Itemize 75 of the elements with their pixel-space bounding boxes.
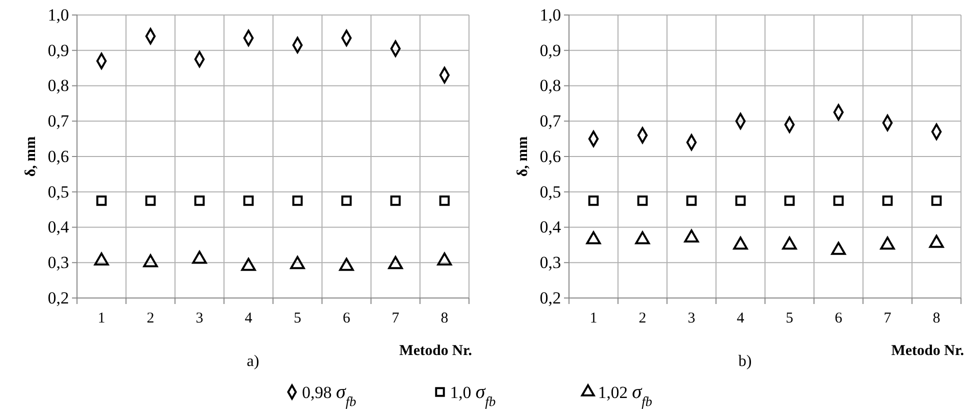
- point: [96, 196, 107, 206]
- point: [733, 236, 748, 250]
- x-tick-label: 2: [146, 310, 154, 327]
- point: [192, 250, 207, 264]
- y-tick-label: 0,6: [48, 146, 69, 166]
- x-tick-label: 8: [440, 310, 448, 327]
- y-tick-label: 0,4: [540, 218, 562, 237]
- x-tick-label: 8: [932, 310, 940, 327]
- point: [735, 196, 746, 206]
- text: b): [738, 353, 752, 370]
- point: [586, 231, 601, 244]
- point: [929, 234, 944, 248]
- legend-label: 0,98 σ$_{fb}$: [302, 382, 356, 408]
- x-tick-label: 5: [786, 310, 794, 327]
- x-tick-label: 4: [736, 310, 745, 327]
- point: [241, 258, 256, 271]
- x-tick-label: 3: [688, 310, 696, 327]
- y-tick-label: 0,5: [540, 182, 561, 202]
- point: [635, 231, 650, 244]
- y-axis-title: δ, mm: [515, 136, 531, 177]
- point: [784, 196, 795, 206]
- x-tick-label: 1: [98, 310, 106, 327]
- point: [686, 196, 697, 206]
- y-tick-label: 0,3: [540, 253, 561, 272]
- point: [437, 252, 452, 266]
- point: [143, 254, 158, 268]
- y-tick-label: 0,9: [540, 40, 561, 60]
- y-axis-title: δ, mm: [23, 136, 39, 177]
- x-tick-label: 6: [342, 310, 351, 327]
- x-axis-title: Metodo Nr.: [399, 343, 472, 359]
- y-tick-label: 0,6: [540, 146, 561, 166]
- x-axis-title: Metodo Nr.: [891, 343, 964, 359]
- y-tick-label: 0,4: [48, 218, 70, 237]
- y-tick-label: 0,2: [540, 288, 561, 308]
- point: [94, 252, 109, 266]
- point: [831, 242, 846, 255]
- point: [339, 258, 354, 271]
- x-tick-label: 6: [834, 310, 843, 327]
- y-tick-label: 1,0: [540, 5, 561, 24]
- x-tick-label: 7: [392, 310, 400, 327]
- y-tick-label: 0,7: [48, 112, 70, 131]
- point: [782, 236, 797, 250]
- x-tick-label: 4: [244, 310, 253, 327]
- point: [439, 196, 450, 206]
- y-tick-label: 0,3: [48, 253, 69, 272]
- legend-label: 1,0 σ$_{fb}$: [450, 382, 496, 408]
- x-tick-label: 2: [638, 310, 646, 327]
- point: [833, 196, 844, 206]
- x-tick-label: 1: [590, 310, 598, 327]
- point: [931, 196, 942, 206]
- point: [588, 196, 599, 206]
- x-tick-label: 3: [196, 310, 204, 327]
- point: [290, 256, 305, 270]
- x-tick-label: 5: [294, 310, 302, 327]
- point: [637, 196, 648, 206]
- y-tick-label: 0,8: [540, 76, 561, 96]
- point: [243, 196, 254, 206]
- legend-label: 1,02 σ$_{fb}$: [598, 382, 652, 408]
- point: [684, 230, 699, 243]
- point: [882, 196, 893, 206]
- point: [194, 196, 205, 206]
- y-tick-label: 1,0: [48, 5, 69, 24]
- point: [341, 196, 352, 206]
- y-tick-label: 0,9: [48, 40, 69, 60]
- y-tick-label: 0,8: [48, 76, 69, 96]
- y-tick-label: 0,5: [48, 182, 69, 202]
- y-tick-label: 0,7: [540, 112, 562, 131]
- y-tick-label: 0,2: [48, 288, 69, 308]
- x-tick-label: 7: [884, 310, 892, 327]
- point: [880, 236, 895, 250]
- point: [388, 256, 403, 270]
- point: [145, 196, 156, 206]
- point: [390, 196, 401, 206]
- text: a): [246, 353, 260, 370]
- point: [292, 196, 303, 206]
